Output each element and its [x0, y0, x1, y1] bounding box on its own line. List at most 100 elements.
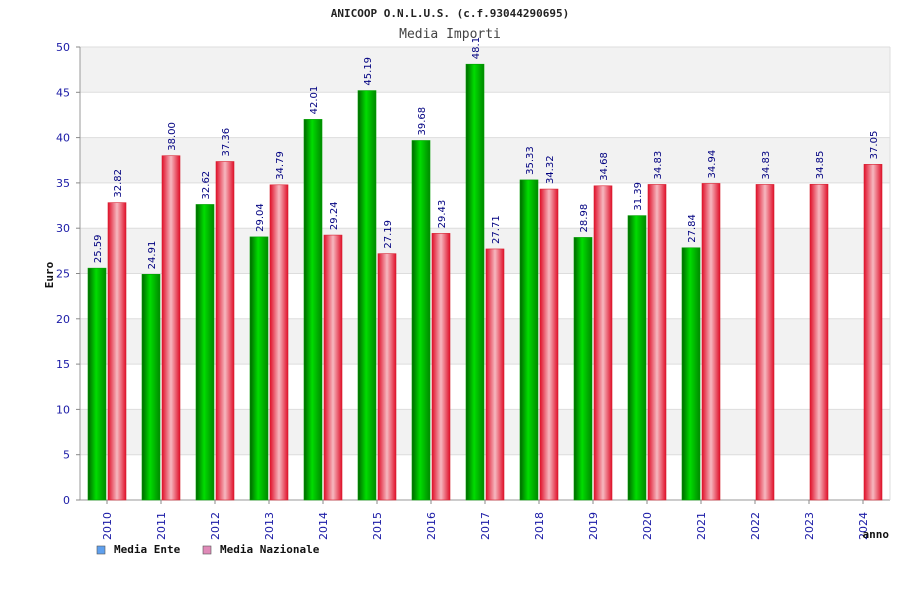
bar-media-ente [411, 140, 431, 501]
y-tick-label: 5 [63, 449, 70, 462]
bar-media-ente [681, 247, 701, 501]
y-tick-label: 15 [56, 358, 70, 371]
bar-value-label: 35.33 [525, 146, 536, 175]
bar-value-label: 34.68 [599, 152, 610, 181]
bar-value-label: 29.43 [437, 200, 448, 229]
bar-value-label: 25.59 [93, 235, 104, 264]
bar-value-label: 34.83 [761, 151, 772, 180]
plot-area [80, 47, 890, 500]
bar-value-label: 34.94 [707, 150, 718, 179]
bar-value-label: 27.19 [383, 220, 394, 249]
bar-value-label: 29.04 [255, 203, 266, 232]
chart-title: ANICOOP O.N.L.U.S. (c.f.93044290695) [331, 7, 569, 20]
x-axis-label: anno [863, 528, 890, 541]
bar-value-label: 38.00 [167, 122, 178, 151]
bar-media-nazionale [863, 164, 883, 501]
plot-band [80, 47, 890, 93]
bar-media-nazionale [647, 184, 667, 501]
y-tick-label: 35 [56, 177, 70, 190]
bar-value-label: 42.01 [309, 86, 320, 115]
bar-value-label: 45.19 [363, 57, 374, 86]
bar-media-nazionale [539, 188, 559, 501]
plot-band [80, 409, 890, 455]
bar-media-nazionale [377, 253, 397, 501]
x-tick-label: 2013 [263, 512, 276, 540]
legend-swatch [202, 545, 212, 555]
y-tick-label: 30 [56, 222, 70, 235]
bar-media-nazionale [269, 184, 289, 501]
x-tick-label: 2020 [641, 512, 654, 540]
bar-value-label: 37.05 [869, 131, 880, 160]
bar-value-label: 31.39 [633, 182, 644, 211]
y-tick-label: 40 [56, 132, 70, 145]
bar-media-nazionale [485, 248, 505, 501]
bar-value-label: 28.98 [579, 204, 590, 233]
y-axis-ticks: 0 5 10 15 20 25 30 35 40 45 50 [56, 41, 80, 507]
bar-media-nazionale [107, 202, 127, 501]
legend-label: Media Ente [114, 543, 181, 556]
bar-value-label: 34.79 [275, 151, 286, 180]
x-tick-label: 2022 [749, 512, 762, 540]
bar-media-ente [141, 274, 161, 501]
x-tick-label: 2012 [209, 512, 222, 540]
plot-band [80, 92, 890, 138]
x-tick-label: 2010 [101, 512, 114, 540]
bar-value-label: 37.36 [221, 128, 232, 157]
bar-media-ente [303, 119, 323, 501]
bar-media-ente [519, 179, 539, 501]
x-tick-label: 2018 [533, 512, 546, 540]
bar-value-label: 32.82 [113, 169, 124, 198]
plot-band [80, 137, 890, 183]
bar-media-ente [195, 204, 215, 501]
bar-media-nazionale [755, 184, 775, 501]
y-tick-label: 45 [56, 86, 70, 99]
chart-subtitle: Media Importi [399, 27, 501, 42]
bar-media-nazionale [323, 234, 343, 501]
bars [87, 63, 883, 501]
value-labels: 25.59 32.82 24.91 38.00 32.62 37.36 29.04 34.79… [93, 37, 880, 269]
bar-media-ente [573, 237, 593, 501]
bar-media-nazionale [215, 161, 235, 501]
x-tick-label: 2023 [803, 512, 816, 540]
bar-value-label: 27.84 [687, 214, 698, 243]
x-tick-label: 2024 [857, 512, 870, 540]
x-tick-label: 2014 [317, 512, 330, 540]
plot-band [80, 273, 890, 319]
y-tick-label: 10 [56, 403, 70, 416]
bar-value-label: 39.68 [417, 107, 428, 136]
x-tick-label: 2016 [425, 512, 438, 540]
plot-band [80, 364, 890, 410]
bar-media-ente [87, 267, 107, 501]
x-tick-label: 2015 [371, 512, 384, 540]
plot-band [80, 454, 890, 500]
x-tick-label: 2017 [479, 512, 492, 540]
bar-media-nazionale [431, 233, 451, 501]
bar-media-nazionale [701, 183, 721, 501]
y-tick-label: 0 [63, 494, 70, 507]
bar-value-label: 27.71 [491, 215, 502, 244]
bar-media-nazionale [809, 183, 829, 501]
y-axis-label: Euro [43, 261, 56, 288]
y-tick-label: 20 [56, 313, 70, 326]
bar-media-ente [357, 90, 377, 501]
bar-media-nazionale [593, 185, 613, 501]
x-tick-label: 2011 [155, 512, 168, 540]
x-tick-label: 2019 [587, 512, 600, 540]
bar-media-ente [465, 63, 485, 501]
bar-media-nazionale [161, 155, 181, 501]
bar-media-ente [249, 236, 269, 501]
bar-value-label: 34.32 [545, 155, 556, 184]
bar-value-label: 24.91 [147, 241, 158, 270]
bar-value-label: 29.24 [329, 201, 340, 230]
bar-value-label: 34.85 [815, 151, 826, 180]
y-tick-label: 25 [56, 268, 70, 281]
bar-media-ente [627, 215, 647, 501]
legend-swatch [96, 545, 106, 555]
y-tick-label: 50 [56, 41, 70, 54]
x-axis-ticks: 2010 2011 2012 2013 2014 2015 2016 2017 2018 2019… [101, 500, 870, 540]
x-tick-label: 2021 [695, 512, 708, 540]
bar-value-label: 32.62 [201, 171, 212, 200]
plot-band [80, 318, 890, 365]
legend: Media Ente Media Nazionale [96, 543, 320, 556]
